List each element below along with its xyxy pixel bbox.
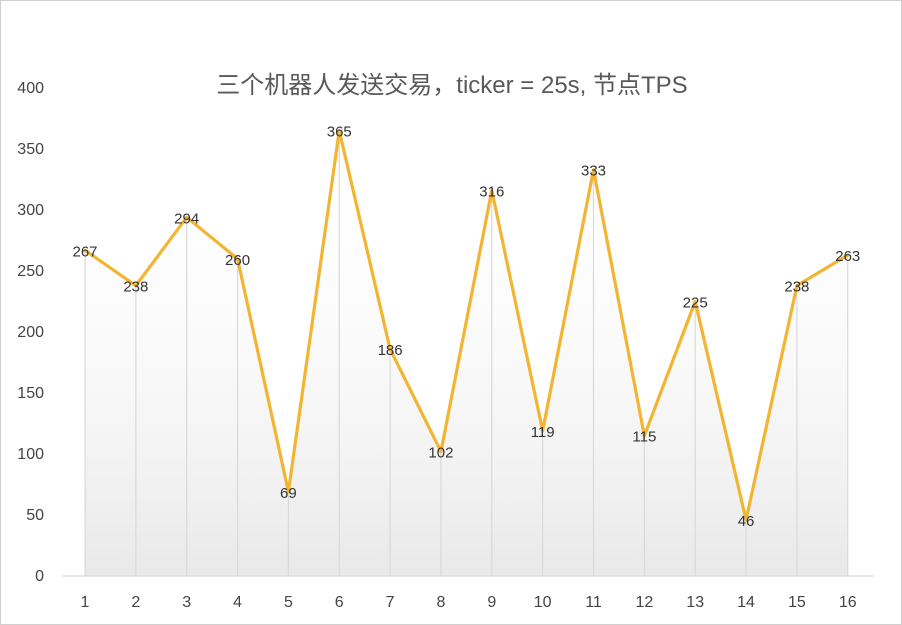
x-tick-label-4: 4: [233, 594, 242, 611]
data-label-8: 102: [428, 445, 453, 462]
data-label-7: 186: [378, 342, 403, 359]
x-tick-label-8: 8: [436, 594, 445, 611]
data-label-12: 115: [632, 429, 656, 446]
x-tick-label-10: 10: [534, 594, 552, 611]
x-tick-label-15: 15: [788, 594, 806, 611]
x-tick-label-7: 7: [386, 594, 395, 611]
x-tick-label-5: 5: [284, 594, 293, 611]
data-label-4: 260: [225, 252, 250, 269]
y-tick-label-0: 0: [35, 568, 44, 585]
data-label-14: 46: [738, 513, 755, 530]
y-tick-label-350: 350: [17, 141, 44, 158]
y-tick-label-250: 250: [17, 263, 44, 280]
y-tick-label-100: 100: [17, 446, 44, 463]
y-tick-label-400: 400: [17, 80, 44, 97]
x-tick-label-3: 3: [182, 594, 191, 611]
x-axis-tick-labels: 1 2 3 4 5 6 7 8 9 10 11 12 13 14 15 16: [81, 594, 857, 611]
drop-lines-layer: [84, 130, 849, 576]
data-label-11: 333: [581, 163, 606, 180]
data-label-3: 294: [174, 210, 199, 227]
x-tick-label-12: 12: [635, 594, 653, 611]
x-tick-label-13: 13: [686, 594, 704, 611]
data-label-15: 238: [784, 279, 809, 296]
data-label-16: 263: [835, 248, 860, 265]
data-label-6: 365: [327, 124, 352, 141]
x-tick-label-6: 6: [335, 594, 344, 611]
x-tick-label-9: 9: [487, 594, 496, 611]
data-labels-layer: 267 238 294 260 69 365 186 102 316 119 333 115 225 46…: [72, 124, 860, 530]
data-label-2: 238: [123, 279, 148, 296]
y-tick-label-150: 150: [17, 385, 44, 402]
data-label-9: 316: [479, 183, 504, 200]
y-tick-label-50: 50: [26, 507, 44, 524]
data-label-10: 119: [531, 424, 555, 441]
area-fill: [85, 130, 848, 576]
data-label-13: 225: [683, 295, 708, 312]
series-line: [83, 129, 850, 522]
series-layer: [83, 129, 850, 522]
x-tick-label-1: 1: [81, 594, 90, 611]
data-label-1: 267: [72, 243, 97, 260]
x-tick-label-11: 11: [585, 594, 602, 611]
x-tick-label-2: 2: [131, 594, 140, 611]
y-tick-label-300: 300: [17, 202, 44, 219]
chart-title: 三个机器人发送交易，ticker = 25s, 节点TPS: [216, 72, 687, 99]
x-tick-label-14: 14: [737, 594, 755, 611]
data-label-5: 69: [280, 485, 297, 502]
x-tick-label-16: 16: [839, 594, 857, 611]
y-tick-label-200: 200: [17, 324, 44, 341]
area-fill-layer: [85, 130, 848, 576]
y-axis-tick-labels: 0 50 100 150 200 250 300 350 400: [17, 80, 44, 585]
